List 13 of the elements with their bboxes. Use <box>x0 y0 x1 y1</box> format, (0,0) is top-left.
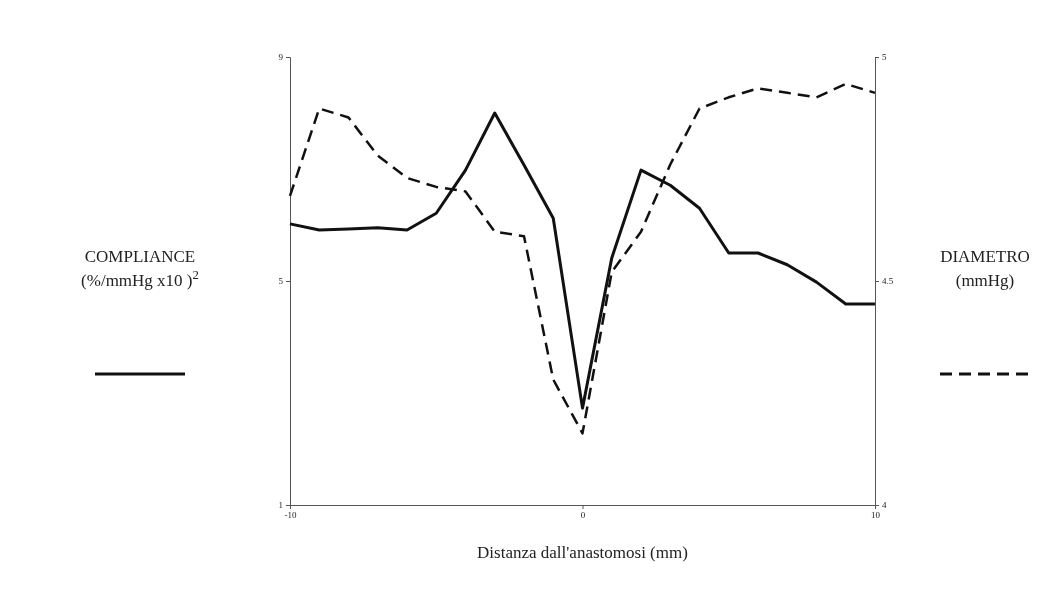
x-axis-title: Distanza dall'anastomosi (mm) <box>477 543 688 562</box>
line-series <box>288 82 877 435</box>
y2-axis-title: DIAMETRO (mmHg) <box>940 247 1030 290</box>
x-tick-label: 0 <box>580 510 586 521</box>
x-tick-label: -10 <box>284 510 297 521</box>
y-tick-label: 9 <box>278 52 284 63</box>
y-tick-label: 5 <box>278 276 284 287</box>
x-tick-label: 10 <box>871 510 881 521</box>
y-tick-label: 1 <box>278 500 283 511</box>
y-axis-title: COMPLIANCE (%/mmHg x10 )$^{2}$ <box>81 247 199 290</box>
y2-tick-label: 4 <box>882 500 887 511</box>
y2-tick-label: 5 <box>882 52 887 63</box>
y2-tick-label: 4.5 <box>882 276 894 287</box>
